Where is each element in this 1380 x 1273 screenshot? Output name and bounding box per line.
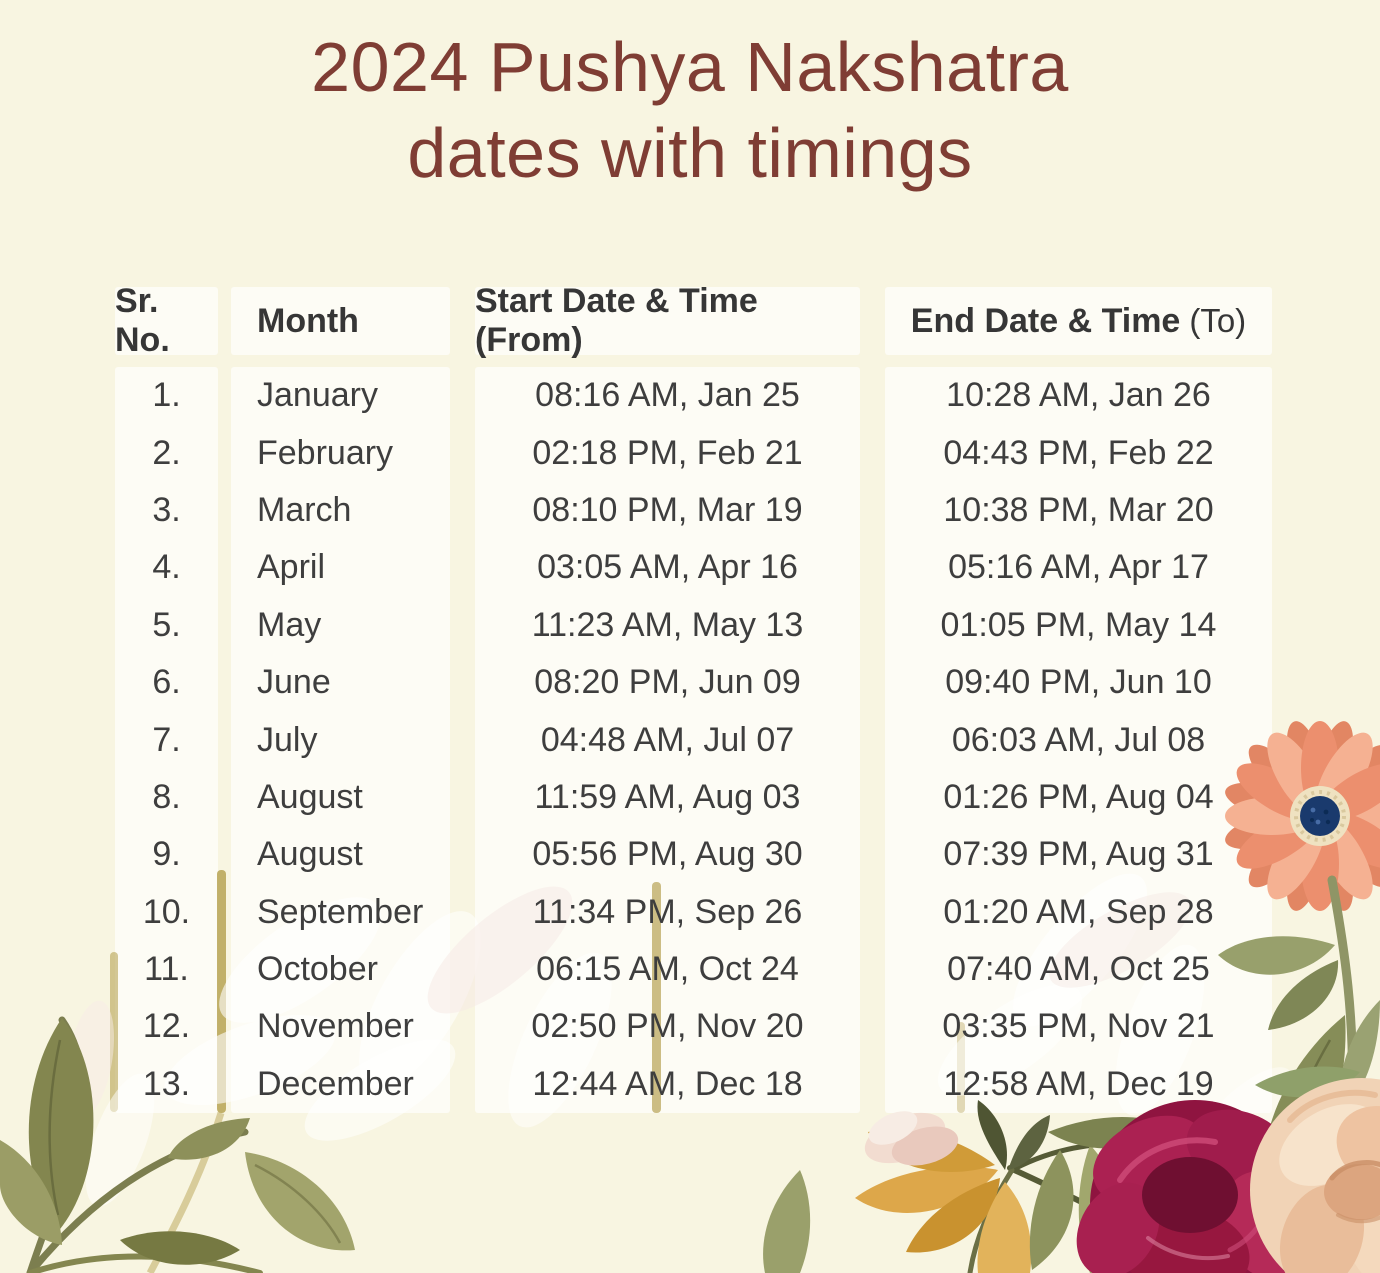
- page-title: 2024 Pushya Nakshatra dates with timings: [0, 24, 1380, 196]
- start-cell: 06:15 AM, Oct 24: [536, 950, 799, 989]
- end-cell: 05:16 AM, Apr 17: [948, 548, 1209, 587]
- sr-cell: 10.: [142, 892, 191, 931]
- end-cell: 01:26 PM, Aug 04: [943, 777, 1214, 816]
- table-column-bg-sr-no: [115, 367, 218, 1113]
- month-cell: February: [257, 433, 394, 472]
- end-cell: 01:20 AM, Sep 28: [943, 892, 1214, 931]
- month-cell: November: [257, 1007, 414, 1046]
- start-cell: 02:50 PM, Nov 20: [531, 1007, 804, 1046]
- end-cell: 04:43 PM, Feb 22: [943, 433, 1214, 472]
- start-cell: 03:05 AM, Apr 16: [537, 548, 798, 587]
- end-cell: 12:58 AM, Dec 19: [943, 1064, 1214, 1103]
- end-cell: 09:40 PM, Jun 10: [945, 663, 1212, 702]
- header-end: End Date & Time (To): [885, 287, 1272, 355]
- month-cell: October: [257, 950, 378, 989]
- end-cell: 01:05 PM, May 14: [940, 605, 1217, 644]
- end-cell: 06:03 AM, Jul 08: [951, 720, 1206, 759]
- sr-cell: 13.: [142, 1064, 191, 1103]
- month-cell: August: [257, 777, 363, 816]
- column-sr-no: 1. 2. 3. 4. 5. 6. 7. 8. 9. 10. 11. 12. 1…: [115, 367, 218, 1113]
- sr-cell: 1.: [152, 376, 181, 415]
- start-cell: 08:16 AM, Jan 25: [535, 376, 800, 415]
- end-cell: 10:28 AM, Jan 26: [946, 376, 1211, 415]
- start-cell: 11:23 AM, May 13: [531, 605, 804, 644]
- end-cell: 10:38 PM, Mar 20: [943, 490, 1214, 529]
- start-cell: 08:10 PM, Mar 19: [532, 490, 803, 529]
- header-end-main: End Date & Time: [910, 301, 1181, 340]
- month-cell: March: [257, 490, 352, 529]
- start-cell: 08:20 PM, Jun 09: [534, 663, 801, 702]
- start-cell: 12:44 AM, Dec 18: [532, 1064, 803, 1103]
- page-title-line2: dates with timings: [407, 114, 973, 192]
- header-end-suffix: (To): [1189, 302, 1247, 339]
- start-cell: 02:18 PM, Feb 21: [532, 433, 803, 472]
- month-cell: August: [257, 835, 363, 874]
- month-cell: June: [257, 663, 331, 702]
- sr-cell: 9.: [152, 835, 181, 874]
- column-month: January February March April May June Ju…: [231, 367, 450, 1113]
- end-cell: 07:39 PM, Aug 31: [943, 835, 1214, 874]
- start-cell: 11:59 AM, Aug 03: [534, 777, 801, 816]
- sr-cell: 12.: [142, 1007, 191, 1046]
- column-end: 10:28 AM, Jan 26 04:43 PM, Feb 22 10:38 …: [885, 367, 1272, 1113]
- header-sr-no: Sr. No.: [115, 282, 218, 359]
- column-start: 08:16 AM, Jan 25 02:18 PM, Feb 21 08:10 …: [475, 367, 860, 1113]
- month-cell: September: [257, 892, 424, 931]
- start-cell: 11:34 PM, Sep 26: [532, 892, 803, 931]
- month-cell: May: [257, 605, 322, 644]
- header-start: Start Date & Time (From): [475, 282, 860, 359]
- sr-cell: 11.: [144, 950, 189, 989]
- end-cell: 07:40 AM, Oct 25: [947, 950, 1210, 989]
- page-title-line1: 2024 Pushya Nakshatra: [311, 28, 1069, 106]
- start-cell: 04:48 AM, Jul 07: [540, 720, 795, 759]
- sr-cell: 2.: [152, 433, 181, 472]
- sr-cell: 7.: [152, 720, 181, 759]
- month-cell: December: [257, 1064, 414, 1103]
- header-month: Month: [231, 287, 450, 355]
- sr-cell: 4.: [152, 548, 181, 587]
- month-cell: July: [257, 720, 318, 759]
- month-cell: April: [257, 548, 326, 587]
- start-cell: 05:56 PM, Aug 30: [532, 835, 803, 874]
- sr-cell: 3.: [152, 490, 181, 529]
- month-cell: January: [257, 376, 378, 415]
- end-cell: 03:35 PM, Nov 21: [942, 1007, 1215, 1046]
- sr-cell: 8.: [152, 777, 181, 816]
- sr-cell: 5.: [152, 605, 181, 644]
- sr-cell: 6.: [152, 663, 181, 702]
